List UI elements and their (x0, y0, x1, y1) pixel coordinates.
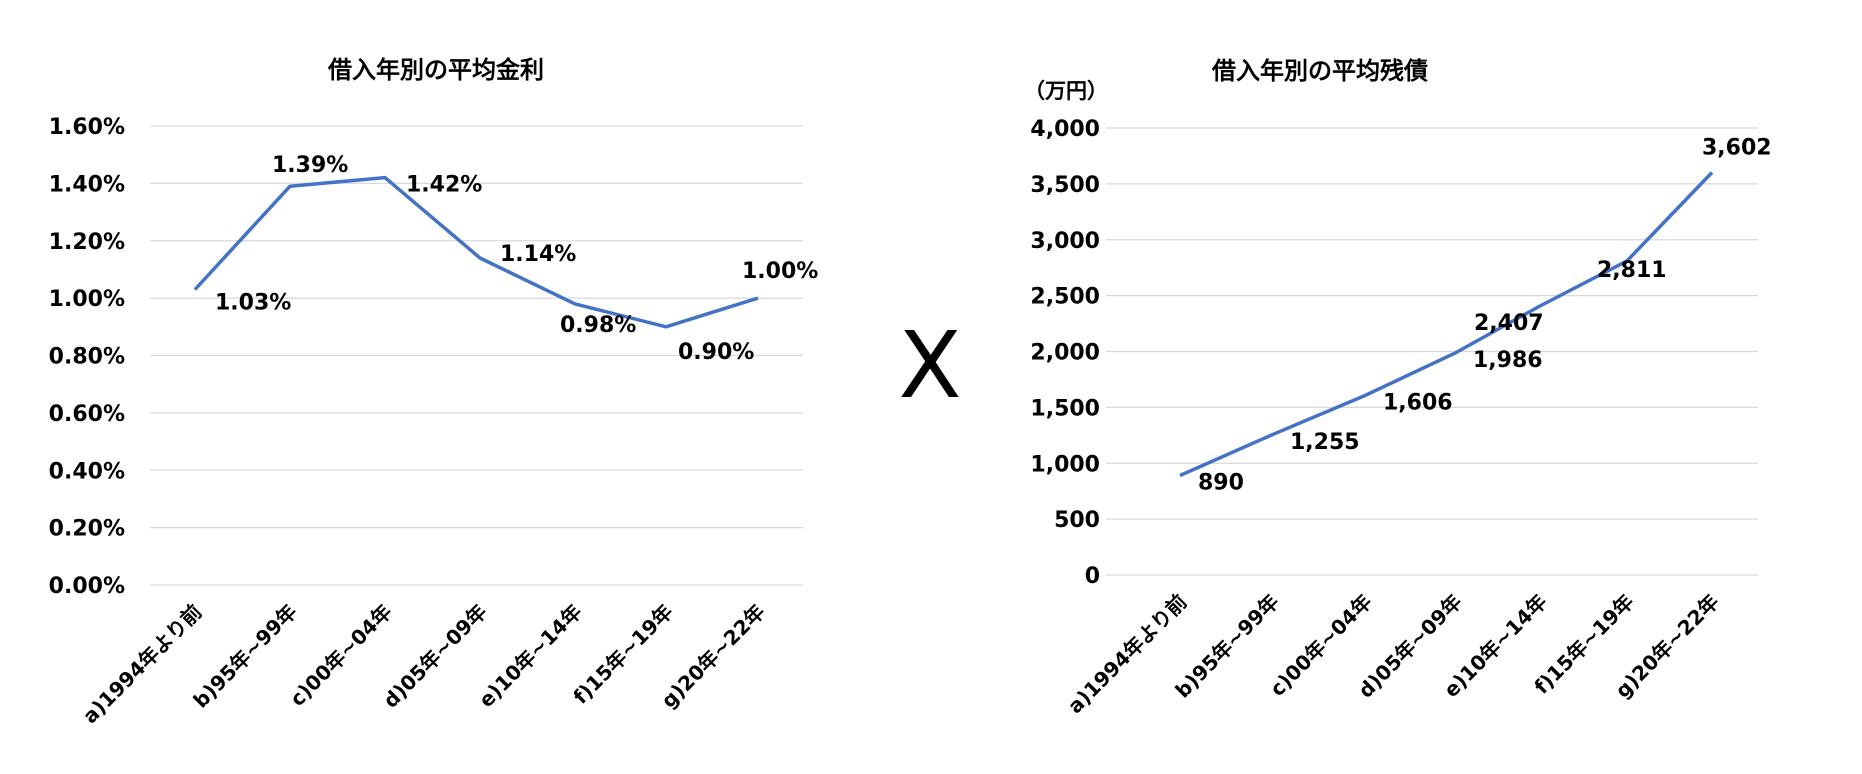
data-label: 3,602 (1702, 135, 1772, 160)
data-label: 1.42% (406, 173, 482, 198)
y-axis-unit: （万円） (1024, 79, 1108, 103)
y-tick-label: 1.00% (49, 287, 125, 312)
y-tick-label: 3,500 (1030, 173, 1100, 198)
y-tick-label: 0.00% (49, 574, 125, 599)
data-label: 0.98% (560, 313, 636, 338)
data-label: 1,606 (1383, 391, 1453, 416)
data-label: 2,811 (1597, 258, 1667, 283)
y-tick-label: 0.20% (49, 517, 125, 542)
x-axis-categories: a)1994年より前b)95年~99年c)00年~04年d)05年~09年e)1… (1063, 590, 1724, 719)
data-label: 0.90% (678, 340, 754, 365)
y-tick-label: 1,000 (1030, 452, 1100, 477)
y-axis-ticks: 0 500 1,000 1,500 2,000 2,500 3,000 3,500 4,000 (1030, 117, 1100, 589)
x-category-label: a)1994年より前 (78, 600, 207, 729)
y-tick-label: 0.80% (49, 345, 125, 370)
data-label: 1,255 (1290, 430, 1360, 455)
chart-average-remaining-debt: 借入年別の平均残債 （万円） 0 500 1,000 1,500 2,000 2,500 3… (1024, 57, 1772, 718)
x-category-label: a)1994年より前 (1063, 590, 1192, 719)
data-labels: 1.03% 1.39% 1.42% 1.14% 0.98% 0.90% 1.00% (194, 153, 818, 365)
y-tick-label: 500 (1054, 508, 1100, 533)
chart-title: 借入年別の平均金利 (327, 56, 544, 84)
chart-title: 借入年別の平均残債 (1211, 57, 1428, 85)
y-tick-label: 1.20% (49, 230, 125, 255)
data-label: 1.39% (272, 153, 348, 178)
gridlines (1106, 127, 1758, 576)
y-tick-label: 2,000 (1030, 341, 1100, 366)
data-label: 2,407 (1474, 311, 1544, 336)
chart-average-interest-rate: 借入年別の平均金利 0.00% 0.20% 0.40% 0.60% 0.80% 1.00%… (49, 56, 819, 728)
y-tick-label: 1,500 (1030, 396, 1100, 421)
data-labels: 890 1,255 1,606 1,986 2,407 2,811 3,602 (1179, 135, 1772, 496)
data-label: 1.14% (500, 242, 576, 267)
y-tick-label: 2,500 (1030, 285, 1100, 310)
data-label: 1.03% (215, 291, 291, 316)
y-tick-label: 4,000 (1030, 117, 1100, 142)
data-label: 1.00% (742, 259, 818, 284)
data-label: 1,986 (1473, 348, 1543, 373)
data-label: 890 (1198, 471, 1244, 496)
y-tick-label: 0 (1085, 564, 1100, 589)
y-tick-label: 0.60% (49, 402, 125, 427)
gridlines (150, 125, 803, 586)
multiplication-symbol: X (898, 312, 962, 419)
y-axis-ticks: 0.00% 0.20% 0.40% 0.60% 0.80% 1.00% 1.20% 1.40%… (49, 115, 125, 599)
y-tick-label: 3,000 (1030, 229, 1100, 254)
y-tick-label: 1.60% (49, 115, 125, 140)
y-tick-label: 1.40% (49, 172, 125, 197)
series-line (1179, 171, 1714, 478)
y-tick-label: 0.40% (49, 459, 125, 484)
x-axis-categories: a)1994年より前b)95年~99年c)00年~04年d)05年~09年e)1… (78, 600, 770, 729)
